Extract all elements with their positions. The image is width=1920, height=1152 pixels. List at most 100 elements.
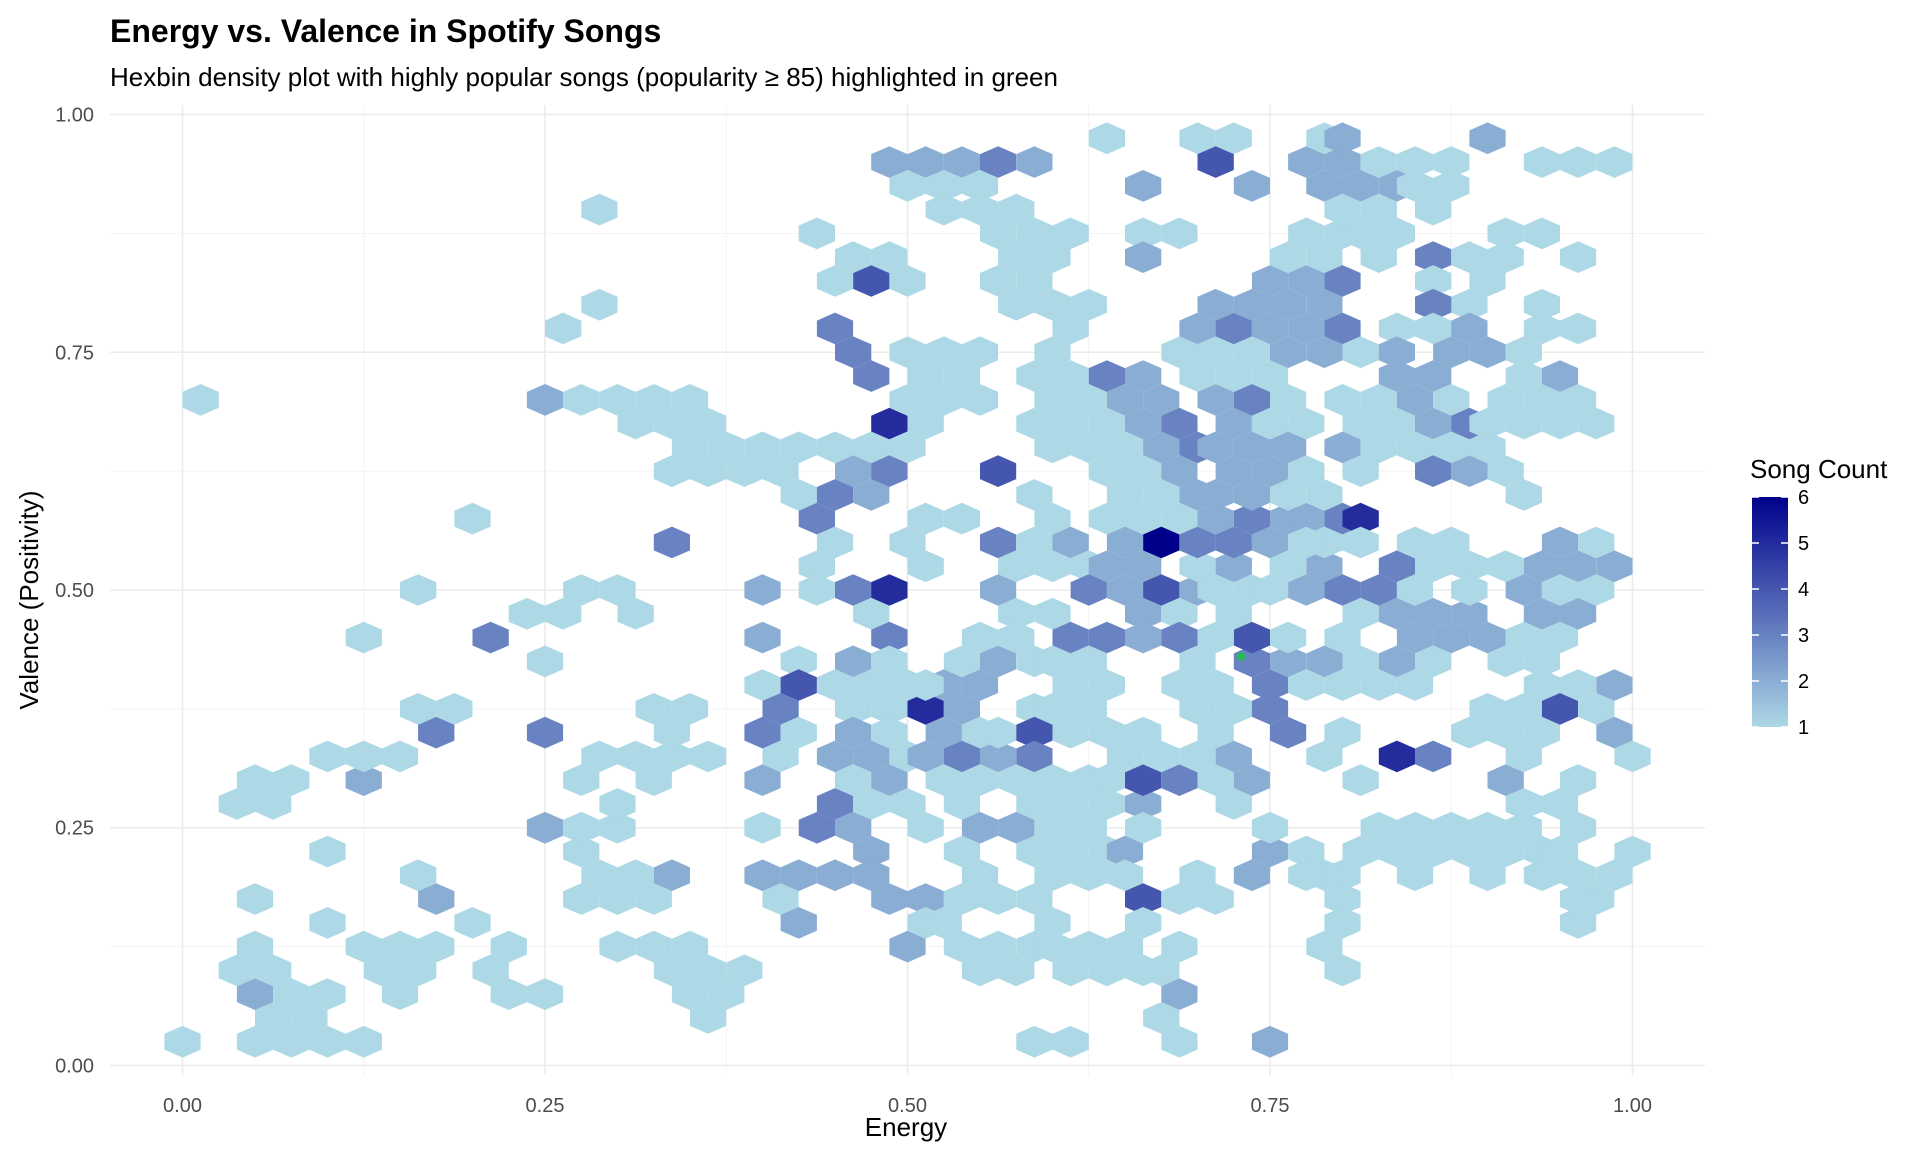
hex-bin xyxy=(345,621,382,654)
hex-bin xyxy=(980,645,1017,678)
hex-bin xyxy=(1052,788,1089,820)
hex-bin xyxy=(943,645,980,678)
hex-bin xyxy=(653,954,690,987)
hex-bin xyxy=(943,883,980,915)
hex-bin xyxy=(1215,312,1252,345)
hex-bin xyxy=(1233,621,1270,654)
hex-bin xyxy=(1106,835,1144,868)
hex-bin xyxy=(1016,716,1053,749)
hex-bin xyxy=(943,930,980,963)
y-tick-label: 0.00 xyxy=(55,1055,94,1077)
hex-bin xyxy=(635,930,672,963)
hex-bin xyxy=(1034,645,1071,678)
hex-bin xyxy=(1541,693,1579,725)
hex-bin xyxy=(309,1025,346,1058)
hex-bin xyxy=(907,669,944,701)
hex-bin xyxy=(1560,907,1597,939)
hex-bin xyxy=(1197,574,1234,606)
hex-bin xyxy=(1288,526,1325,559)
hex-bin xyxy=(236,930,274,963)
hex-bin xyxy=(980,455,1017,487)
hex-bin xyxy=(1161,883,1198,915)
hex-bin xyxy=(961,384,999,416)
hex-bin xyxy=(1288,407,1325,440)
hex-bin xyxy=(1143,526,1180,559)
hex-bin xyxy=(1433,170,1470,202)
hex-bin xyxy=(400,954,437,987)
hex-bin xyxy=(871,883,908,915)
hex-bin xyxy=(1505,621,1542,654)
x-tick-label: 0.75 xyxy=(1251,1095,1290,1117)
hex-bin xyxy=(1016,883,1053,915)
hex-bin xyxy=(1125,407,1162,440)
legend-title: Song Count xyxy=(1750,454,1888,484)
hex-bin xyxy=(708,431,745,464)
hex-bin xyxy=(1088,360,1125,392)
hex-bin xyxy=(1324,193,1361,226)
hex-bin xyxy=(1378,360,1415,392)
hex-bin xyxy=(1560,764,1597,796)
hex-bin xyxy=(418,716,455,749)
hex-bin xyxy=(816,740,854,773)
hex-bin xyxy=(1052,526,1089,559)
hex-bin xyxy=(1523,384,1560,416)
hex-bin xyxy=(236,764,274,796)
hex-bin xyxy=(1415,740,1452,773)
y-tick-label: 0.75 xyxy=(55,342,94,364)
hex-bin xyxy=(1306,645,1343,678)
hex-bin xyxy=(1541,788,1579,820)
hex-bin xyxy=(1215,740,1252,773)
chart-title: Energy vs. Valence in Spotify Songs xyxy=(110,13,661,49)
hex-bin xyxy=(1106,384,1144,416)
hex-bin xyxy=(1396,526,1434,559)
hex-bin xyxy=(400,859,437,892)
hex-bin xyxy=(545,312,582,345)
hex-bin xyxy=(1052,1025,1089,1058)
hex-bin xyxy=(1016,265,1053,297)
hex-bin xyxy=(1396,574,1434,606)
hex-bin xyxy=(816,669,854,701)
hex-bin xyxy=(1505,788,1542,820)
hex-bin xyxy=(835,693,872,725)
hex-bin xyxy=(871,146,908,178)
hex-bin xyxy=(545,597,582,630)
hex-bin xyxy=(526,645,564,678)
hex-bin xyxy=(1034,597,1071,630)
hex-bin xyxy=(1106,431,1144,464)
hex-bin xyxy=(436,693,473,725)
hex-bin xyxy=(1179,645,1216,678)
hex-bin xyxy=(1215,360,1252,392)
hex-bin xyxy=(1233,479,1270,511)
hex-bin xyxy=(925,764,962,796)
hex-bin xyxy=(943,788,980,820)
hex-bin xyxy=(1197,384,1234,416)
hex-bin xyxy=(1143,740,1180,773)
hex-bin xyxy=(1143,384,1180,416)
hex-bin xyxy=(907,740,944,773)
hex-bin xyxy=(853,859,890,892)
hex-bin xyxy=(1324,431,1361,464)
hex-bin xyxy=(1251,669,1289,701)
hex-bin xyxy=(943,835,980,868)
hex-bin xyxy=(1523,146,1560,178)
hex-bin xyxy=(907,502,944,535)
hex-bin xyxy=(1378,407,1415,440)
hex-bin xyxy=(1396,859,1434,892)
hex-bin xyxy=(345,930,382,963)
hex-bin xyxy=(871,455,908,487)
hex-bin xyxy=(1560,241,1597,273)
hex-bin xyxy=(1016,740,1053,773)
hex-bin xyxy=(635,384,672,416)
hex-bin xyxy=(744,716,781,749)
hex-bin xyxy=(744,621,781,654)
hex-bin xyxy=(980,146,1017,178)
hex-bin xyxy=(889,526,926,559)
hex-bin xyxy=(1251,811,1289,844)
hex-bin xyxy=(780,907,817,939)
hex-bin xyxy=(1161,502,1198,535)
hex-bin xyxy=(1179,312,1216,345)
legend-tick-label: 3 xyxy=(1798,625,1809,647)
hex-bin xyxy=(1306,170,1343,202)
hex-bin xyxy=(1433,431,1470,464)
hex-bin xyxy=(907,146,944,178)
